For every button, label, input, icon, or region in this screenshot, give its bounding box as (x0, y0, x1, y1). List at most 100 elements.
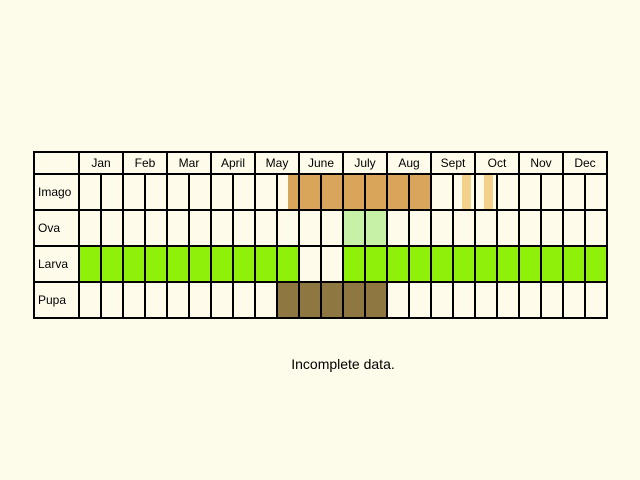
month-header-row: Jan Feb Mar April May June July Aug Sept Oct Nov De… (33, 151, 608, 175)
stage-row-imago: Imago (33, 173, 608, 211)
month-header-april: April (210, 151, 256, 175)
half-month-cell (298, 245, 322, 283)
stage-label: Ova (33, 209, 80, 247)
active-period-cell (584, 245, 608, 283)
active-period-cell (408, 245, 432, 283)
active-period-cell (188, 245, 212, 283)
month-header-feb: Feb (122, 151, 168, 175)
month-header-nov: Nov (518, 151, 564, 175)
active-period-cell (342, 173, 366, 211)
active-period-cell (562, 245, 586, 283)
active-period-cell (342, 281, 366, 319)
half-month-cell (166, 209, 190, 247)
half-month-cell (584, 281, 608, 319)
month-header-dec: Dec (562, 151, 608, 175)
active-period-cell (496, 245, 520, 283)
active-period-cell (342, 209, 366, 247)
active-period-cell (452, 173, 476, 211)
month-header-may: May (254, 151, 300, 175)
active-period-cell (518, 245, 542, 283)
half-month-cell (100, 281, 124, 319)
half-month-cell (232, 209, 256, 247)
half-month-cell (144, 281, 168, 319)
active-period-cell (232, 245, 256, 283)
active-period-cell (364, 281, 388, 319)
active-period-cell (144, 245, 168, 283)
active-period-cell (386, 245, 410, 283)
half-month-cell (232, 173, 256, 211)
half-month-cell (254, 209, 278, 247)
active-period-cell (276, 281, 300, 319)
active-period-cell (452, 245, 476, 283)
stage-row-larva: Larva (33, 245, 608, 283)
half-month-cell (122, 209, 146, 247)
active-period-cell (342, 245, 366, 283)
half-month-cell (188, 173, 212, 211)
half-month-cell (166, 173, 190, 211)
half-month-cell (188, 209, 212, 247)
half-month-cell (518, 209, 542, 247)
month-header-oct: Oct (474, 151, 520, 175)
active-period-cell (298, 173, 322, 211)
active-period-cell (540, 245, 564, 283)
active-period-cell (474, 173, 498, 211)
active-period-cell (210, 245, 234, 283)
half-month-cell (496, 281, 520, 319)
half-month-cell (122, 281, 146, 319)
month-header-mar: Mar (166, 151, 212, 175)
half-month-cell (430, 209, 454, 247)
half-month-cell (166, 281, 190, 319)
half-month-cell (78, 173, 102, 211)
corner-cell (33, 151, 80, 175)
half-month-cell (210, 173, 234, 211)
month-header-june: June (298, 151, 344, 175)
active-period-cell (408, 173, 432, 211)
half-month-cell (210, 281, 234, 319)
stage-label: Pupa (33, 281, 80, 319)
half-month-cell (540, 209, 564, 247)
half-month-cell (144, 173, 168, 211)
active-period-cell (298, 281, 322, 319)
half-month-cell (518, 281, 542, 319)
active-period-cell (276, 173, 300, 211)
half-month-cell (540, 173, 564, 211)
half-month-cell (496, 209, 520, 247)
active-period-cell (364, 245, 388, 283)
half-month-cell (78, 209, 102, 247)
stage-label: Larva (33, 245, 80, 283)
half-month-cell (232, 281, 256, 319)
half-month-cell (584, 173, 608, 211)
half-month-cell (298, 209, 322, 247)
stage-row-ova: Ova (33, 209, 608, 247)
half-month-cell (144, 209, 168, 247)
half-month-cell (562, 281, 586, 319)
active-period-cell (100, 245, 124, 283)
half-month-cell (78, 281, 102, 319)
month-header-jan: Jan (78, 151, 124, 175)
half-month-cell (320, 209, 344, 247)
half-month-cell (584, 209, 608, 247)
half-month-cell (100, 209, 124, 247)
active-period-cell (122, 245, 146, 283)
phenology-table: Jan Feb Mar April May June July Aug Sept Oct Nov De… (33, 151, 608, 319)
active-period-cell (430, 245, 454, 283)
incomplete-data-note: Incomplete data. (291, 356, 395, 372)
half-month-cell (122, 173, 146, 211)
stage-label: Imago (33, 173, 80, 211)
active-period-cell (320, 281, 344, 319)
half-month-cell (210, 209, 234, 247)
half-month-cell (562, 173, 586, 211)
stage-row-pupa: Pupa (33, 281, 608, 319)
active-period-cell (254, 245, 278, 283)
month-header-aug: Aug (386, 151, 432, 175)
month-header-sept: Sept (430, 151, 476, 175)
half-month-cell (386, 209, 410, 247)
half-month-cell (474, 281, 498, 319)
half-month-cell (408, 281, 432, 319)
half-month-cell (540, 281, 564, 319)
active-period-cell (386, 173, 410, 211)
half-month-cell (408, 209, 432, 247)
half-month-cell (430, 173, 454, 211)
half-month-cell (254, 281, 278, 319)
active-period-cell (364, 173, 388, 211)
